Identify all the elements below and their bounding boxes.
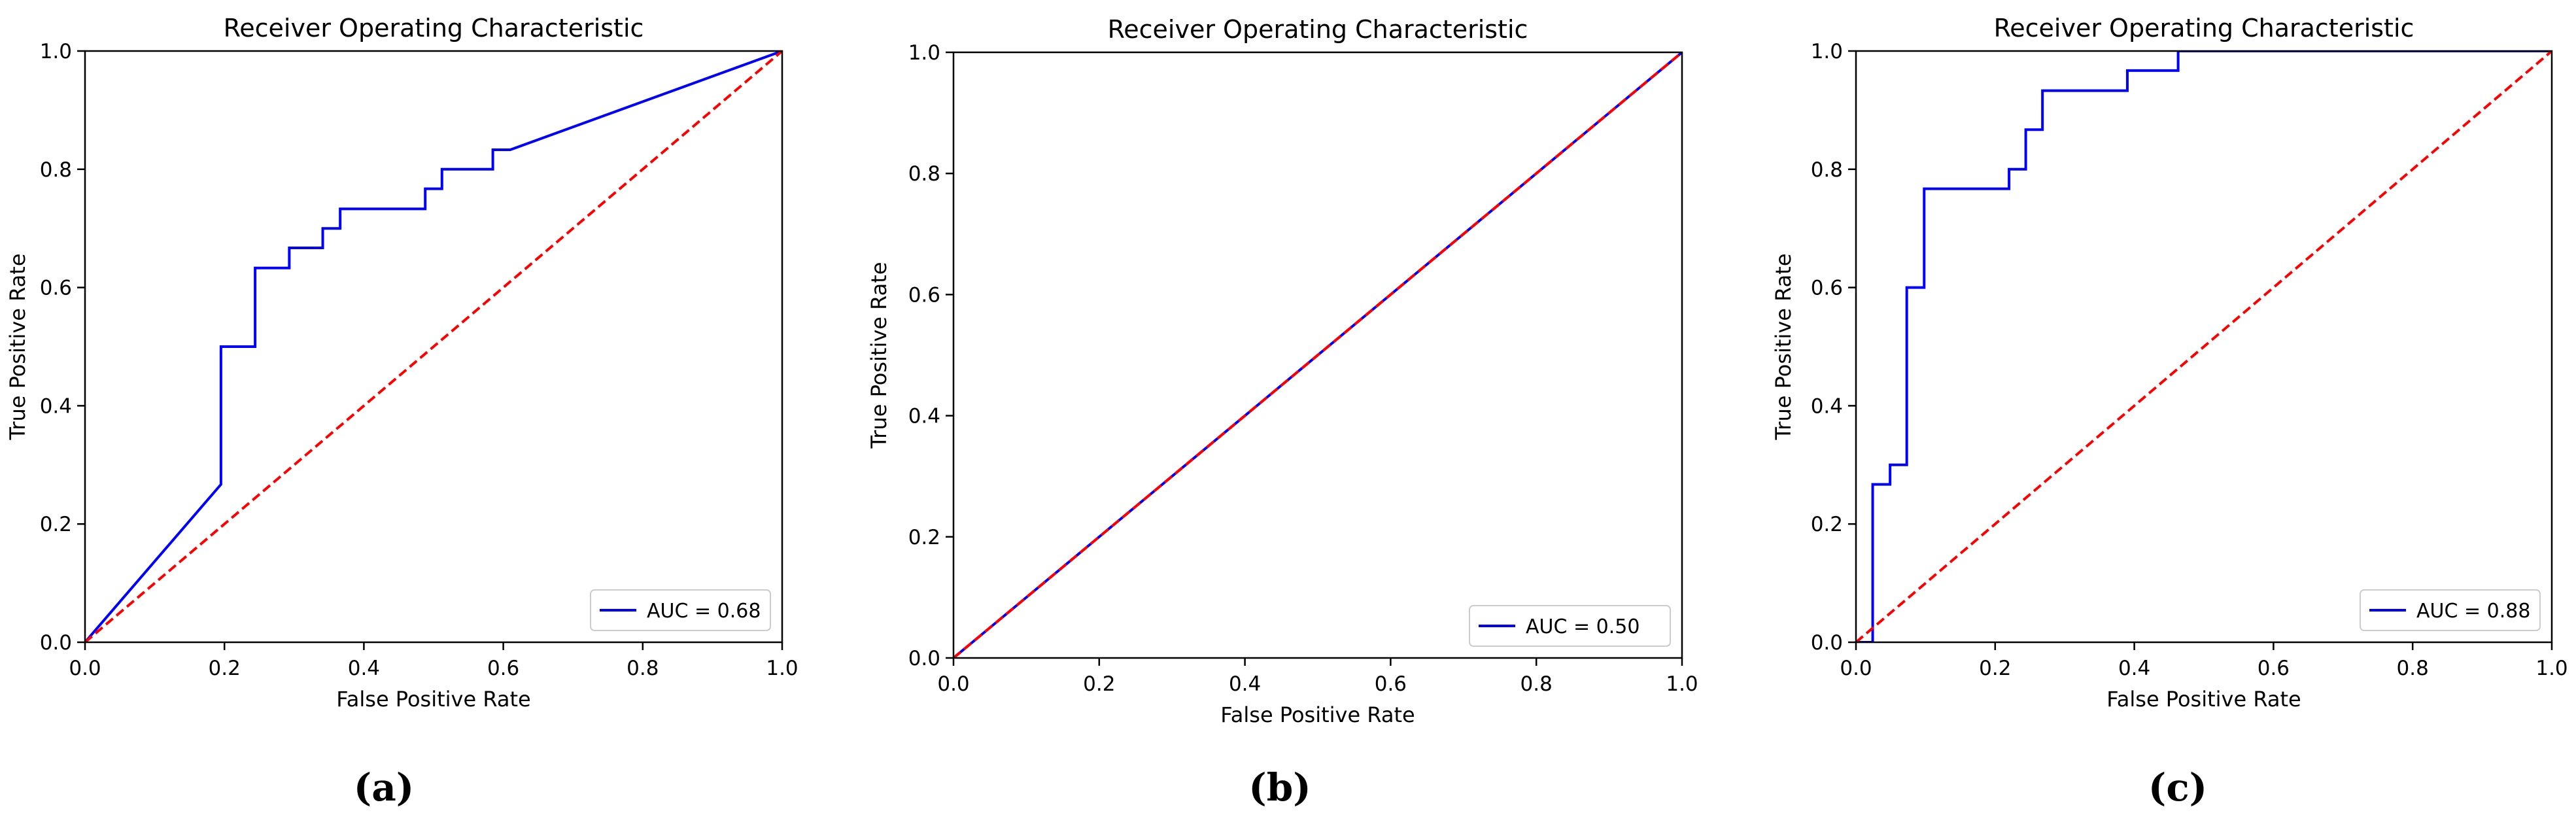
chance-diagonal-line xyxy=(85,51,782,642)
axes-frame xyxy=(84,50,783,644)
y-tick-label: 0.0 xyxy=(908,647,940,670)
y-tick-label: 0.4 xyxy=(908,405,940,428)
chart-title: Receiver Operating Characteristic xyxy=(1108,15,1528,44)
y-tick-label: 0.4 xyxy=(40,394,72,418)
x-tick-label: 0.4 xyxy=(348,657,380,680)
x-tick-label: 0.2 xyxy=(1979,657,2011,680)
y-tick-label: 0.0 xyxy=(40,631,72,655)
series-group xyxy=(953,52,1682,658)
x-tick-label: 0.2 xyxy=(1083,672,1115,696)
y-tick-label: 1.0 xyxy=(908,41,940,65)
roc-curve-line xyxy=(1856,51,2552,642)
x-tick-label: 0.6 xyxy=(1375,672,1407,696)
x-tick-label: 0.8 xyxy=(627,657,659,680)
x-axis-label: False Positive Rate xyxy=(2106,687,2301,712)
panel-label-c: (c) xyxy=(2148,765,2208,810)
x-tick-label: 0.4 xyxy=(2118,657,2150,680)
x-axis-label: False Positive Rate xyxy=(1220,702,1415,727)
panel-label-a: (a) xyxy=(353,765,415,810)
series-group xyxy=(1856,51,2552,642)
roc-panel-a: 0.0 0.2 0.4 0.6 0.8 1.0 0.0 0.2 0.4 0.6 0.8 1.0 Rece… xyxy=(5,14,799,712)
axes-frame xyxy=(952,51,1683,659)
x-tick-label: 0.2 xyxy=(209,657,241,680)
y-tick-label: 0.8 xyxy=(40,158,72,182)
x-tick-label: 0.0 xyxy=(69,657,101,680)
x-tick-label: 0.4 xyxy=(1229,672,1261,696)
roc-panel-c: 0.0 0.2 0.4 0.6 0.8 1.0 0.0 0.2 0.4 0.6 0.8 1.0 Rece… xyxy=(1771,14,2568,712)
chance-diagonal-line xyxy=(953,52,1682,658)
roc-curve-line xyxy=(85,51,782,642)
y-tick-label: 1.0 xyxy=(1811,40,1843,63)
legend-label: AUC = 0.88 xyxy=(2416,600,2530,623)
y-axis-label: True Positive Rate xyxy=(1771,253,1796,440)
legend-label: AUC = 0.68 xyxy=(647,600,761,623)
x-tick-label: 1.0 xyxy=(2535,657,2567,680)
legend: AUC = 0.50 xyxy=(1469,605,1671,647)
x-tick-label: 0.6 xyxy=(487,657,519,680)
y-tick-label: 0.0 xyxy=(1811,631,1843,655)
y-axis-label: True Positive Rate xyxy=(5,253,30,440)
y-tick-label: 0.2 xyxy=(40,513,72,536)
legend-label: AUC = 0.50 xyxy=(1526,615,1640,638)
x-tick-label: 0.8 xyxy=(1520,672,1553,696)
y-tick-label: 0.2 xyxy=(908,526,940,549)
roc-panel-b: 0.0 0.2 0.4 0.6 0.8 1.0 0.0 0.2 0.4 0.6 0.8 1.0 Rece… xyxy=(867,15,1698,727)
legend-box xyxy=(590,589,771,631)
y-tick-label: 0.8 xyxy=(908,162,940,186)
x-tick-label: 0.0 xyxy=(1840,657,1872,680)
legend-box xyxy=(1469,605,1671,647)
x-tick-label: 1.0 xyxy=(766,657,798,680)
chart-title: Receiver Operating Characteristic xyxy=(224,14,644,43)
chart-title: Receiver Operating Characteristic xyxy=(1994,14,2414,43)
x-tick-label: 0.8 xyxy=(2397,657,2429,680)
y-tick-label: 1.0 xyxy=(40,40,72,63)
legend: AUC = 0.68 xyxy=(590,589,771,631)
x-tick-label: 0.6 xyxy=(2258,657,2290,680)
y-tick-label: 0.2 xyxy=(1811,513,1843,536)
y-axis-label: True Positive Rate xyxy=(867,262,891,449)
series-group xyxy=(85,51,782,642)
x-axis-label: False Positive Rate xyxy=(336,687,530,712)
y-tick-label: 0.6 xyxy=(40,277,72,300)
x-tick-label: 1.0 xyxy=(1666,672,1698,696)
y-tick-label: 0.4 xyxy=(1811,394,1843,418)
legend: AUC = 0.88 xyxy=(2360,589,2541,631)
chance-diagonal-line xyxy=(1856,51,2552,642)
x-tick-label: 0.0 xyxy=(937,672,969,696)
panel-label-b: (b) xyxy=(1248,765,1311,810)
y-tick-label: 0.8 xyxy=(1811,158,1843,182)
axes-frame xyxy=(1855,50,2553,644)
y-tick-label: 0.6 xyxy=(1811,277,1843,300)
legend-box xyxy=(2360,589,2541,631)
y-tick-label: 0.6 xyxy=(908,283,940,307)
